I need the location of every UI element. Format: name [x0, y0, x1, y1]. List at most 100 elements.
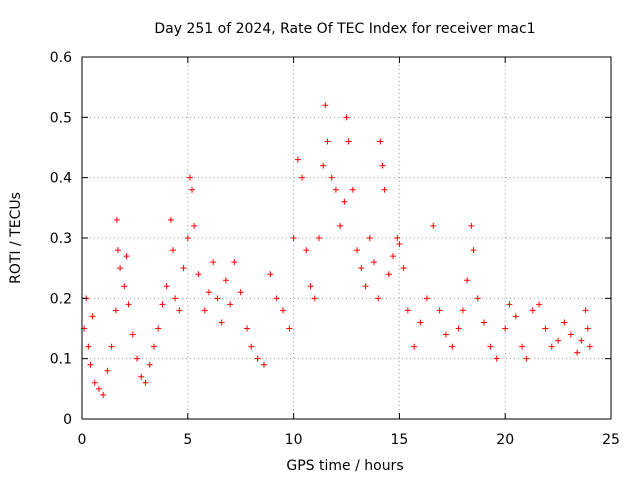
- data-point: [584, 325, 591, 332]
- data-point: [324, 138, 331, 145]
- data-point: [129, 331, 136, 338]
- data-point: [459, 307, 466, 314]
- data-point: [385, 271, 392, 278]
- data-point: [142, 379, 149, 386]
- data-point: [404, 307, 411, 314]
- y-axis-ticks: 0 0.1 0.2 0.3 0.4 0.5 0.6: [50, 50, 611, 428]
- y-tick-label: 0.3: [50, 231, 72, 247]
- data-point: [381, 186, 388, 193]
- y-tick-label: 0: [63, 412, 72, 428]
- data-point: [267, 271, 274, 278]
- data-point: [343, 114, 350, 121]
- data-point: [244, 325, 251, 332]
- data-point: [117, 265, 124, 272]
- data-point: [237, 289, 244, 296]
- x-tick-label: 15: [390, 432, 408, 448]
- data-point: [214, 295, 221, 302]
- data-point: [163, 283, 170, 290]
- x-tick-label: 25: [602, 432, 620, 448]
- data-point: [354, 247, 361, 254]
- data-point: [104, 367, 111, 374]
- data-point: [100, 391, 107, 398]
- data-point: [299, 174, 306, 181]
- chart-title: Day 251 of 2024, Rate Of TEC Index for r…: [154, 21, 535, 37]
- x-axis-ticks: 0 5 10 15 20 25: [78, 57, 620, 448]
- data-point: [506, 301, 513, 308]
- data-point: [121, 283, 128, 290]
- data-point: [201, 307, 208, 314]
- plot-frame: [81, 56, 612, 420]
- data-point: [273, 295, 280, 302]
- data-point: [487, 343, 494, 350]
- data-point: [210, 259, 217, 266]
- x-tick-label: 5: [183, 432, 192, 448]
- data-point: [320, 162, 327, 169]
- data-point: [191, 222, 198, 229]
- x-tick-label: 20: [496, 432, 514, 448]
- data-point: [512, 313, 519, 320]
- data-point: [582, 307, 589, 314]
- data-point: [108, 343, 115, 350]
- data-point: [91, 379, 98, 386]
- data-point: [341, 198, 348, 205]
- y-tick-label: 0.1: [50, 352, 72, 368]
- data-point: [578, 337, 585, 344]
- data-point: [366, 235, 373, 241]
- data-point: [423, 295, 430, 302]
- data-point: [290, 235, 297, 241]
- data-point: [134, 355, 141, 362]
- data-point: [222, 277, 229, 284]
- y-axis-label: ROTI / TECUs: [8, 192, 24, 284]
- y-tick-label: 0.5: [50, 110, 72, 126]
- data-point: [155, 325, 162, 332]
- data-point: [567, 331, 574, 338]
- data-point: [123, 253, 130, 260]
- data-point: [189, 186, 196, 193]
- data-points: [81, 102, 593, 398]
- data-point: [561, 319, 568, 326]
- y-tick-label: 0.6: [50, 50, 72, 66]
- data-point: [481, 319, 488, 326]
- data-point: [260, 361, 267, 368]
- data-point: [449, 343, 456, 350]
- data-point: [227, 301, 234, 308]
- data-point: [307, 283, 314, 290]
- data-point: [159, 301, 166, 308]
- x-tick-label: 10: [285, 432, 303, 448]
- data-point: [286, 325, 293, 332]
- data-point: [358, 265, 365, 272]
- data-point: [294, 156, 301, 163]
- data-point: [430, 222, 437, 229]
- data-point: [184, 235, 191, 241]
- x-axis-label: GPS time / hours: [286, 458, 403, 474]
- data-point: [280, 307, 287, 314]
- data-point: [555, 337, 562, 344]
- data-point: [349, 186, 356, 193]
- data-point: [180, 265, 187, 272]
- data-point: [536, 301, 543, 308]
- data-point: [371, 259, 378, 266]
- data-point: [112, 307, 119, 314]
- data-point: [337, 222, 344, 229]
- data-point: [542, 325, 549, 332]
- data-point: [87, 361, 94, 368]
- data-point: [470, 247, 477, 254]
- data-point: [417, 319, 424, 326]
- data-point: [195, 271, 202, 278]
- data-point: [311, 295, 318, 302]
- data-point: [95, 385, 102, 392]
- data-point: [390, 253, 397, 260]
- data-point: [379, 162, 386, 169]
- data-point: [146, 361, 153, 368]
- y-tick-label: 0.4: [50, 171, 72, 187]
- data-point: [574, 349, 581, 356]
- data-point: [125, 301, 132, 308]
- data-point: [548, 343, 555, 350]
- data-point: [114, 247, 121, 254]
- data-point: [529, 307, 536, 314]
- x-tick-label: 0: [78, 432, 87, 448]
- data-point: [396, 241, 403, 248]
- data-point: [328, 174, 335, 181]
- data-point: [169, 247, 176, 254]
